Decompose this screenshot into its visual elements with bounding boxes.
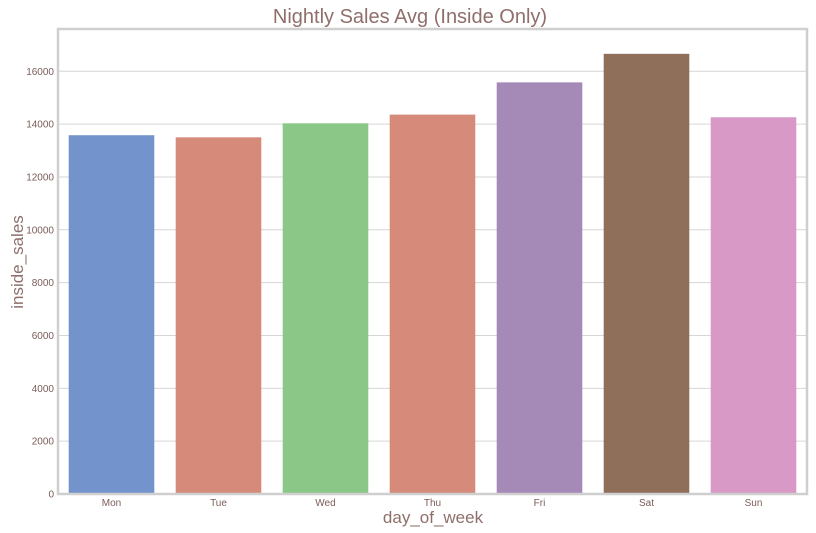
x-tick-label: Sat <box>639 498 654 509</box>
y-tick-labels: 0 2000 4000 6000 8000 10000 12000 14000 16000 <box>26 67 54 501</box>
y-tick-label: 8000 <box>32 278 55 289</box>
plot-frame <box>56 27 809 496</box>
y-tick-label: 12000 <box>26 172 54 183</box>
bar-tue <box>175 137 262 495</box>
x-tick-label: Mon <box>102 498 121 509</box>
bar-fri <box>496 82 583 494</box>
x-tick-label: Tue <box>210 498 227 509</box>
chart-title: Nightly Sales Avg (Inside Only) <box>273 6 547 28</box>
x-tick-label: Fri <box>534 498 546 509</box>
y-tick-label: 2000 <box>32 437 55 448</box>
x-tick-label: Thu <box>424 498 441 509</box>
y-tick-label: 10000 <box>26 225 54 236</box>
y-axis-label: inside_sales <box>8 215 27 309</box>
bar-sun <box>710 117 797 494</box>
x-axis-label: day_of_week <box>383 508 484 527</box>
bar-wed <box>282 123 369 495</box>
y-tick-label: 0 <box>48 490 54 501</box>
bar-thu <box>389 114 476 495</box>
x-tick-label: Sun <box>745 498 763 509</box>
x-tick-label: Wed <box>315 498 335 509</box>
bars <box>68 53 797 495</box>
y-tick-label: 6000 <box>32 331 55 342</box>
y-tick-label: 4000 <box>32 384 55 395</box>
bar-mon <box>68 135 155 495</box>
bar-sat <box>603 53 690 494</box>
y-tick-label: 14000 <box>26 120 54 131</box>
y-tick-label: 16000 <box>26 67 54 78</box>
x-tick-labels: Mon Tue Wed Thu Fri Sat Sun <box>102 498 763 509</box>
